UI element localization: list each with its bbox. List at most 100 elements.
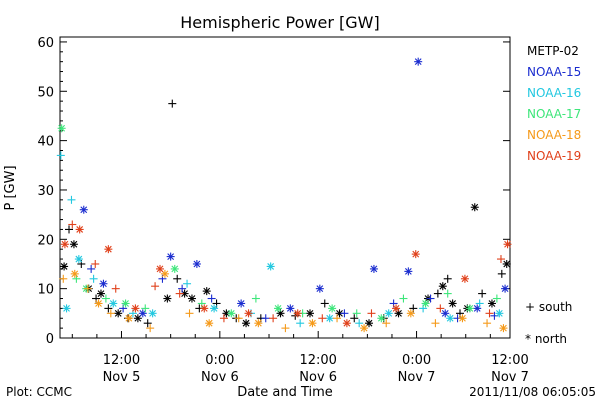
data-point-noaa-18-south bbox=[281, 324, 290, 333]
data-point-noaa-19-south bbox=[269, 314, 278, 323]
x-tick-date: Nov 5 bbox=[103, 370, 141, 385]
star-stroke bbox=[70, 240, 78, 248]
data-point-noaa-16-south bbox=[89, 274, 98, 283]
data-point-noaa-15-north bbox=[315, 284, 324, 293]
data-point-noaa-18-south bbox=[333, 314, 342, 323]
y-tick-label: 20 bbox=[37, 233, 54, 248]
x-tick-time: 12:00 bbox=[103, 353, 140, 368]
star-stroke bbox=[461, 275, 469, 283]
data-point-noaa-18-south bbox=[146, 324, 155, 333]
star-stroke bbox=[75, 255, 83, 263]
y-tick-label: 50 bbox=[37, 85, 54, 100]
data-point-metp-02-north bbox=[242, 319, 251, 328]
data-point-noaa-16-north bbox=[384, 309, 393, 318]
data-point-noaa-19-north bbox=[293, 309, 302, 318]
chart-title: Hemispheric Power [GW] bbox=[180, 13, 379, 32]
star-stroke bbox=[80, 206, 88, 214]
star-stroke bbox=[503, 260, 511, 268]
data-point-noaa-15-north bbox=[473, 304, 482, 313]
x-tick-date: Nov 6 bbox=[299, 370, 337, 385]
y-tick-label: 0 bbox=[46, 332, 54, 347]
star-stroke bbox=[414, 58, 422, 66]
star-stroke bbox=[306, 309, 314, 317]
star-stroke bbox=[360, 324, 368, 332]
data-point-noaa-16-north bbox=[210, 304, 219, 313]
y-tick-label: 30 bbox=[37, 184, 54, 199]
data-point-noaa-17-north bbox=[328, 304, 337, 313]
star-stroke bbox=[294, 309, 302, 317]
data-point-noaa-15-north bbox=[99, 279, 108, 288]
star-stroke bbox=[58, 124, 66, 132]
data-point-noaa-17-south bbox=[251, 294, 260, 303]
data-point-metp-02-north bbox=[202, 287, 211, 296]
data-point-noaa-19-south bbox=[436, 304, 445, 313]
data-point-noaa-15-north bbox=[414, 57, 423, 66]
data-point-noaa-19-north bbox=[60, 240, 69, 249]
star-stroke bbox=[200, 305, 208, 312]
data-point-noaa-19-south bbox=[91, 259, 100, 268]
data-point-noaa-17-south bbox=[141, 304, 150, 313]
data-point-noaa-19-south bbox=[151, 282, 160, 291]
star-stroke bbox=[488, 300, 496, 307]
star-stroke bbox=[76, 226, 84, 233]
star-stroke bbox=[100, 280, 107, 288]
star-stroke bbox=[171, 265, 179, 273]
data-point-noaa-19-north bbox=[460, 274, 469, 283]
star-stroke bbox=[441, 309, 449, 317]
plot-timestamp: 2011/11/08 06:05:05 bbox=[469, 385, 596, 399]
data-point-noaa-17-north bbox=[465, 304, 474, 313]
star-stroke bbox=[132, 305, 139, 312]
star-stroke bbox=[267, 263, 275, 270]
x-axis-label: Date and Time bbox=[237, 385, 333, 400]
data-point-metp-02-south bbox=[143, 319, 152, 328]
data-point-noaa-19-north bbox=[156, 264, 164, 273]
data-point-noaa-16-north bbox=[446, 314, 455, 323]
data-point-noaa-19-north bbox=[200, 304, 209, 313]
data-point-noaa-15-north bbox=[192, 259, 201, 268]
star-stroke bbox=[245, 309, 252, 317]
x-tick-time: 12:00 bbox=[299, 353, 336, 368]
x-tick-date: Nov 7 bbox=[398, 370, 436, 385]
data-point-noaa-16-south bbox=[355, 319, 364, 328]
data-point-metp-02-north bbox=[276, 309, 285, 318]
y-tick-label: 60 bbox=[37, 36, 54, 51]
data-point-noaa-18-north bbox=[499, 324, 508, 333]
x-axis: 12:00 Nov 5 0:00 Nov 6 12:00 Nov 6 0:00 Nov 7 12… bbox=[71, 331, 529, 385]
data-point-noaa-15-north bbox=[501, 284, 510, 293]
data-point-metp-02-south bbox=[65, 225, 74, 234]
star-stroke bbox=[446, 314, 454, 322]
data-point-noaa-17-south bbox=[399, 294, 408, 303]
x-tick-date: Nov 7 bbox=[491, 370, 529, 385]
data-point-noaa-18-north bbox=[205, 319, 214, 328]
star-stroke bbox=[309, 319, 316, 327]
data-point-noaa-18-north bbox=[360, 324, 369, 333]
star-stroke bbox=[60, 263, 68, 270]
star-stroke bbox=[125, 314, 133, 322]
data-point-metp-02-north bbox=[163, 294, 172, 303]
data-point-noaa-18-south bbox=[234, 314, 243, 323]
data-point-noaa-18-south bbox=[59, 274, 68, 283]
star-stroke bbox=[343, 319, 351, 327]
star-stroke bbox=[167, 253, 175, 260]
data-point-noaa-17-south bbox=[492, 294, 501, 303]
data-point-noaa-17-south bbox=[101, 294, 110, 303]
data-point-noaa-18-south bbox=[106, 309, 115, 318]
star-stroke bbox=[104, 245, 112, 253]
star-stroke bbox=[161, 270, 169, 278]
data-point-noaa-15-north bbox=[404, 267, 413, 276]
plot-credit: Plot: CCMC bbox=[6, 385, 72, 399]
data-point-noaa-19-south bbox=[175, 289, 184, 298]
data-point-noaa-19-north bbox=[244, 309, 253, 318]
legend-entry: METP-02 bbox=[527, 44, 579, 58]
data-point-noaa-18-south bbox=[431, 319, 440, 328]
data-point-metp-02-south bbox=[433, 289, 442, 298]
y-tick-label: 40 bbox=[37, 135, 54, 150]
y-axis: 0 10 20 30 40 50 60 bbox=[37, 36, 510, 347]
data-point-noaa-18-south bbox=[185, 309, 194, 318]
data-point-noaa-16-north bbox=[148, 309, 157, 318]
data-point-metp-02-south bbox=[478, 289, 487, 298]
data-point-noaa-18-north bbox=[254, 319, 263, 328]
star-stroke bbox=[495, 309, 503, 317]
data-point-metp-02-north bbox=[69, 240, 78, 249]
